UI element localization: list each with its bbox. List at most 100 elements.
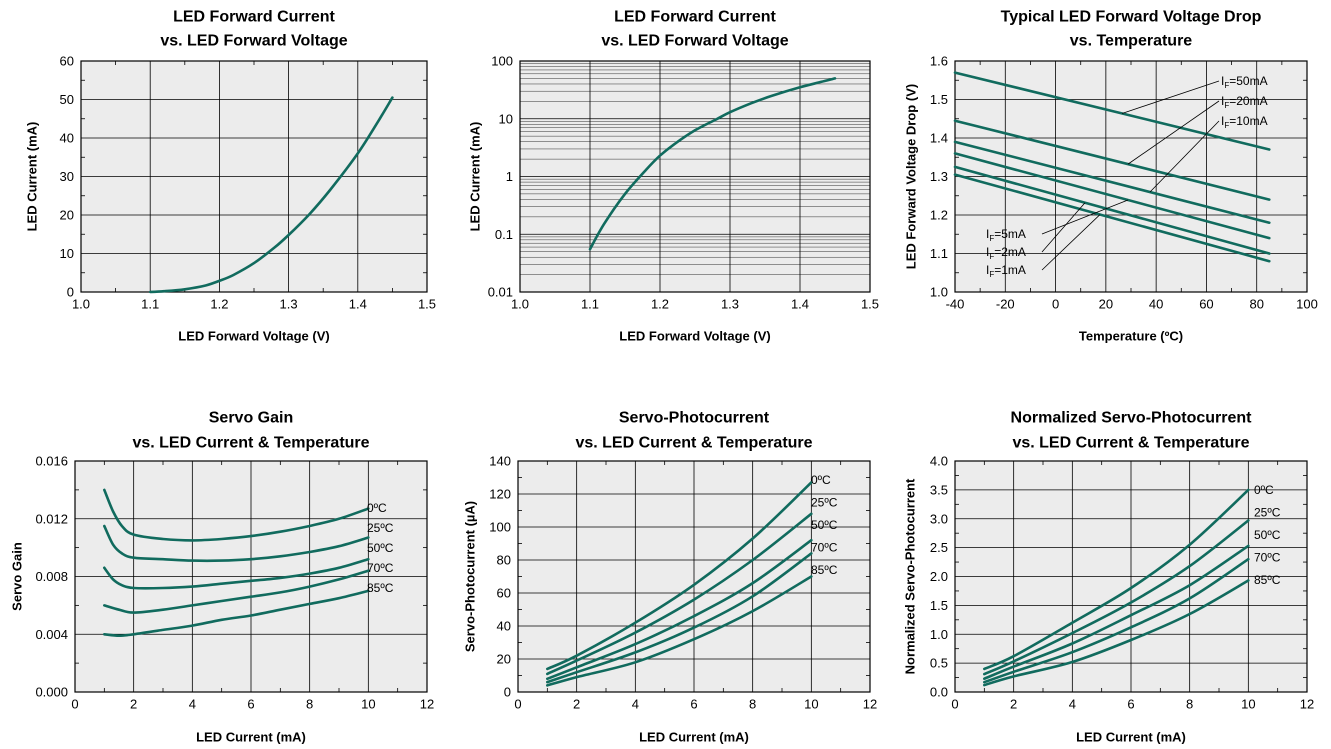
chart-title-line-1: LED Forward Current xyxy=(173,9,335,26)
annotation-label: IF=2mA xyxy=(986,245,1026,261)
y-axis-label: Servo Gain xyxy=(10,542,25,611)
series-label: 25ºC xyxy=(811,496,838,510)
x-tick-label: 1.0 xyxy=(511,297,529,312)
series-curve xyxy=(103,557,370,590)
chart-title-line-1: Normalized Servo-Photocurrent xyxy=(1011,410,1253,427)
y-axis-label: LED Current (mA) xyxy=(468,122,483,232)
y-tick-label: 20 xyxy=(497,652,511,667)
led-current-vs-voltage-linear-chart: LED Forward Current vs. LED Forward Volta… xyxy=(25,9,437,344)
x-tick-label: 8 xyxy=(306,697,313,712)
x-tick-label: 10 xyxy=(361,697,375,712)
y-tick-label: 0.012 xyxy=(35,511,68,526)
x-tick-label: 20 xyxy=(1099,297,1113,312)
series-curve xyxy=(953,119,1271,201)
x-tick-label: 1.0 xyxy=(72,297,90,312)
annotation-label: IF=5mA xyxy=(986,227,1026,243)
series-curve xyxy=(546,512,813,676)
y-tick-label: 40 xyxy=(497,619,511,634)
y-tick-label: 2.0 xyxy=(930,569,948,584)
y-tick-label: 100 xyxy=(489,520,511,535)
series-label: 50ºC xyxy=(367,541,394,555)
y-tick-label: 0.004 xyxy=(35,627,68,642)
y-tick-label: 10 xyxy=(60,246,74,261)
x-tick-label: 1.3 xyxy=(280,297,298,312)
series-curve xyxy=(953,140,1271,224)
series-curve xyxy=(983,557,1250,684)
series-curve xyxy=(953,152,1271,240)
x-tick-label: -40 xyxy=(946,297,965,312)
y-tick-label: 1.4 xyxy=(930,131,948,146)
x-tick-label: 8 xyxy=(749,697,756,712)
series-curve xyxy=(546,538,813,681)
series-curve xyxy=(953,173,1271,263)
chart-title-line-2: vs. Temperature xyxy=(1070,33,1193,50)
y-tick-label: 1.6 xyxy=(930,54,948,69)
series-curve xyxy=(983,544,1250,680)
x-axis-label: LED Current (mA) xyxy=(639,730,749,745)
y-tick-label: 80 xyxy=(497,553,511,568)
series-label: 70ºC xyxy=(811,541,838,555)
series-label: 25ºC xyxy=(367,521,394,535)
y-tick-label: 1.2 xyxy=(930,208,948,223)
x-tick-label: 1.2 xyxy=(651,297,669,312)
x-tick-label: 40 xyxy=(1149,297,1163,312)
x-tick-label: 1.4 xyxy=(791,297,809,312)
series-curve xyxy=(546,575,813,687)
x-tick-label: 0 xyxy=(514,697,521,712)
chart-title-line-2: vs. LED Current & Temperature xyxy=(1012,435,1249,452)
series-label: 25ºC xyxy=(1254,506,1281,520)
series-label: 85ºC xyxy=(1254,573,1281,587)
x-axis-label: LED Current (mA) xyxy=(196,730,306,745)
x-tick-label: 4 xyxy=(632,697,639,712)
y-tick-label: 0.0 xyxy=(930,685,948,700)
y-tick-label: 100 xyxy=(491,54,513,69)
x-tick-label: 2 xyxy=(1010,697,1017,712)
x-tick-label: 1.2 xyxy=(210,297,228,312)
x-tick-label: 100 xyxy=(1296,297,1318,312)
normalized-servo-photocurrent-chart: Normalized Servo-Photocurrent vs. LED Cur… xyxy=(903,410,1315,745)
chart-title-line-2: vs. LED Forward Voltage xyxy=(601,33,788,50)
y-tick-label: 0.01 xyxy=(488,285,513,300)
series-curve xyxy=(148,96,394,294)
y-tick-label: 0.000 xyxy=(35,685,68,700)
y-tick-label: 0.016 xyxy=(35,454,68,469)
y-tick-label: 30 xyxy=(60,169,74,184)
annotation-label: IF=20mA xyxy=(1221,94,1268,110)
y-tick-label: 1.1 xyxy=(930,246,948,261)
x-tick-label: 10 xyxy=(804,697,818,712)
x-tick-label: 4 xyxy=(1069,697,1076,712)
series-curve xyxy=(588,77,837,251)
y-tick-label: 1.3 xyxy=(930,169,948,184)
x-tick-label: 1.5 xyxy=(418,297,436,312)
y-axis-label: Normalized Servo-Photocurrent xyxy=(903,478,918,674)
x-tick-label: 0 xyxy=(1052,297,1059,312)
x-tick-label: 12 xyxy=(1300,697,1314,712)
series-label: 50ºC xyxy=(1254,528,1281,542)
x-tick-label: 12 xyxy=(863,697,877,712)
series-label: 50ºC xyxy=(811,518,838,532)
y-tick-label: 20 xyxy=(60,208,74,223)
series-label: 70ºC xyxy=(367,561,394,575)
x-tick-label: 6 xyxy=(690,697,697,712)
led-current-vs-voltage-log-chart: LED Forward Current vs. LED Forward Volta… xyxy=(468,9,880,344)
annotation-leader-line xyxy=(1041,199,1129,235)
x-tick-label: 0 xyxy=(951,697,958,712)
chart-title-line-1: Servo-Photocurrent xyxy=(619,410,770,427)
series-curve xyxy=(103,488,370,542)
y-axis-label: Servo-Photocurrent (µA) xyxy=(463,501,478,652)
chart-title-line-1: Typical LED Forward Voltage Drop xyxy=(1001,9,1262,26)
x-tick-label: 2 xyxy=(130,697,137,712)
series-label: 85ºC xyxy=(367,581,394,595)
y-tick-label: 4.0 xyxy=(930,454,948,469)
x-axis-label: LED Forward Voltage (V) xyxy=(178,329,329,344)
y-tick-label: 60 xyxy=(60,54,74,69)
y-tick-label: 60 xyxy=(497,586,511,601)
y-tick-label: 1 xyxy=(506,169,513,184)
series-label: 0ºC xyxy=(367,501,387,515)
chart-title-line-2: vs. LED Current & Temperature xyxy=(132,435,369,452)
series-curve xyxy=(983,579,1250,687)
y-tick-label: 1.5 xyxy=(930,598,948,613)
y-tick-label: 1.5 xyxy=(930,92,948,107)
annotation-leader-line xyxy=(1041,202,1086,253)
